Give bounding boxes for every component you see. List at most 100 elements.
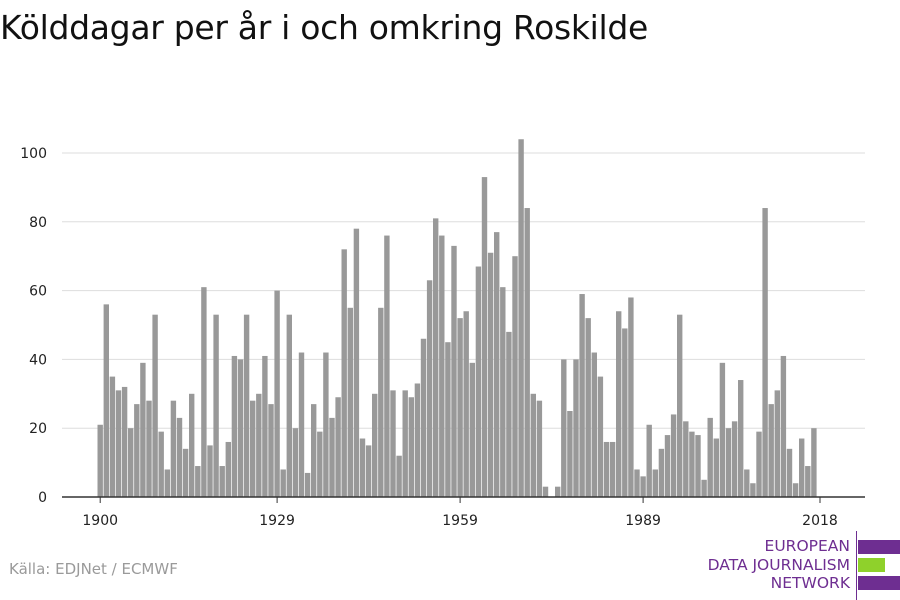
bar-1988 — [634, 469, 640, 497]
bar-1923 — [237, 359, 244, 497]
bar-1968 — [512, 256, 518, 497]
bar-1950 — [402, 390, 408, 497]
bar-1940 — [341, 249, 347, 497]
bar-1992 — [658, 448, 665, 497]
bar-1963 — [481, 177, 488, 497]
bar-1903 — [115, 390, 122, 497]
bar-1994 — [670, 414, 677, 497]
bar-1986 — [622, 328, 628, 497]
bar-1942 — [353, 228, 360, 497]
bar-1966 — [500, 287, 506, 497]
logo-text-line2: DATA JOURNALISM — [707, 556, 850, 574]
bar-2008 — [756, 431, 762, 497]
bar-1945 — [372, 393, 378, 497]
y-tick-label: 40 — [29, 352, 47, 368]
bar-1939 — [335, 397, 341, 497]
bar-1977 — [567, 411, 573, 497]
y-tick-label: 60 — [29, 284, 47, 300]
edjnet-logo: EUROPEAN DATA JOURNALISM NETWORK — [705, 531, 900, 600]
bar-1957 — [445, 342, 451, 497]
bar-1976 — [561, 359, 567, 497]
bar-1962 — [475, 266, 482, 497]
bar-1929 — [274, 290, 280, 497]
bar-1947 — [384, 235, 390, 497]
bar-1936 — [317, 431, 323, 497]
bar-1980 — [585, 318, 591, 497]
bar-2004 — [731, 421, 738, 497]
bar-1973 — [542, 486, 549, 497]
bar-1998 — [695, 435, 701, 497]
y-tick-label: 0 — [38, 490, 47, 506]
bar-1997 — [689, 431, 695, 497]
bar-2014 — [792, 483, 799, 497]
bar-1925 — [250, 400, 256, 497]
bar-1901 — [103, 304, 109, 497]
bar-1984 — [609, 441, 616, 497]
bar-1935 — [311, 404, 317, 497]
bar-1954 — [426, 280, 433, 497]
bar-1989 — [640, 476, 646, 497]
bar-1910 — [158, 431, 164, 497]
bar-1906 — [134, 404, 140, 497]
bar-1904 — [121, 386, 128, 497]
y-tick-label: 100 — [20, 146, 47, 162]
bar-1915 — [189, 393, 195, 497]
bar-1937 — [323, 352, 329, 497]
bar-1909 — [152, 314, 158, 497]
bar-1930 — [280, 469, 286, 497]
bar-1991 — [652, 469, 658, 497]
bar-1959 — [457, 318, 463, 497]
bar-1944 — [365, 445, 372, 497]
bar-2016 — [805, 466, 811, 497]
bar-1931 — [286, 314, 292, 497]
bar-1914 — [182, 448, 189, 497]
bar-1911 — [164, 469, 170, 497]
bar-1981 — [591, 352, 597, 497]
bar-2003 — [725, 428, 732, 497]
bar-1916 — [195, 466, 201, 497]
bar-1995 — [677, 314, 683, 497]
bar-1961 — [469, 362, 475, 497]
bar-1967 — [506, 331, 512, 497]
bar-2009 — [762, 208, 768, 498]
logo-text-line3: NETWORK — [770, 574, 850, 592]
bar-2000 — [707, 417, 713, 497]
bar-1965 — [494, 232, 500, 497]
bar-2012 — [780, 355, 787, 497]
bar-1964 — [487, 252, 494, 497]
y-tick-label: 20 — [29, 421, 47, 437]
bar-1900 — [97, 424, 103, 497]
x-tick-label: 1900 — [82, 513, 118, 529]
logo-bar-purple-bottom — [858, 576, 900, 590]
bar-1912 — [170, 400, 177, 497]
bar-1993 — [664, 435, 671, 497]
bar-1920 — [219, 466, 225, 497]
bar-1932 — [292, 428, 299, 497]
bar-1926 — [256, 393, 262, 497]
bar-2006 — [744, 469, 750, 497]
y-tick-label: 80 — [29, 215, 47, 231]
bar-1951 — [408, 397, 414, 497]
bar-1928 — [268, 404, 274, 497]
logo-divider — [856, 531, 857, 600]
bar-2011 — [774, 390, 780, 497]
bar-1902 — [109, 376, 116, 497]
bar-1934 — [304, 472, 311, 497]
bar-1999 — [701, 479, 707, 497]
bar-1955 — [433, 218, 439, 498]
bar-1970 — [524, 208, 530, 498]
bar-2007 — [750, 483, 756, 497]
bar-2013 — [786, 448, 793, 497]
axes: 0 20 40 60 80 100 1900 1929 1959 1989 2018 — [20, 146, 865, 529]
bar-1933 — [298, 352, 305, 497]
bar-1956 — [439, 235, 445, 497]
bar-1983 — [603, 441, 610, 497]
bar-1960 — [463, 311, 469, 497]
bar-2010 — [768, 404, 774, 497]
bar-1987 — [628, 297, 634, 497]
logo-bar-purple-top — [858, 540, 900, 554]
logo-text-line1: EUROPEAN — [764, 537, 850, 555]
bar-2017 — [811, 428, 817, 497]
bar-1969 — [518, 139, 524, 498]
